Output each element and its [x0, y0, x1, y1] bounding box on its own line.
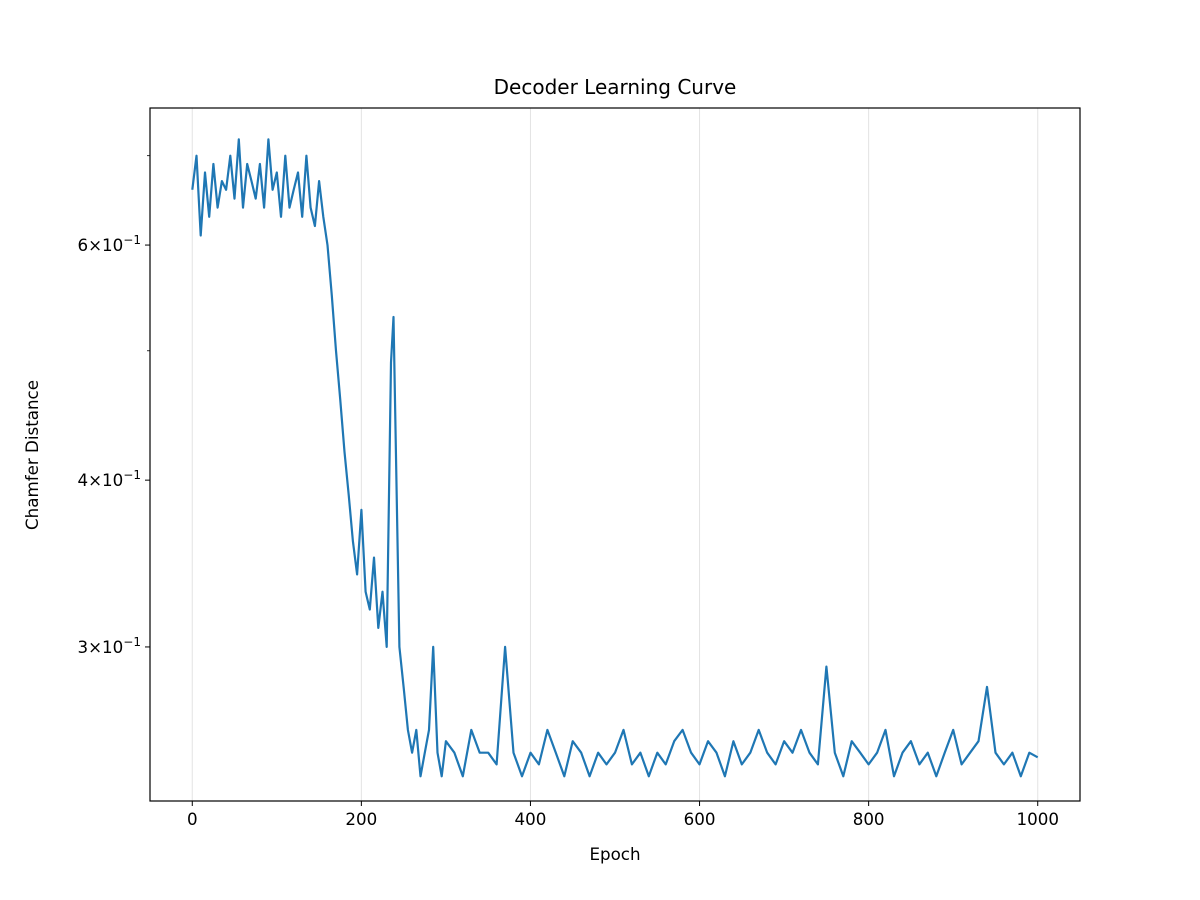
- y-axis-ticks: 3×10−1 4×10−1 6×10−1: [77, 155, 150, 657]
- chart-title: Decoder Learning Curve: [494, 75, 737, 99]
- x-tick-label: 400: [515, 809, 547, 829]
- x-tick-label: 1000: [1016, 809, 1058, 829]
- grid-lines: [191, 108, 1039, 801]
- y-tick-label: 4×10−1: [77, 468, 141, 490]
- x-tick-label: 200: [345, 809, 377, 829]
- x-tick-label: 600: [684, 809, 716, 829]
- series-line: [191, 138, 1039, 778]
- x-axis-ticks: 0 200 400 600 800 1000: [187, 801, 1059, 829]
- series-layer: [191, 138, 1039, 778]
- x-tick-label: 0: [187, 809, 198, 829]
- y-tick-label: 6×10−1: [77, 233, 141, 255]
- x-axis-label: Epoch: [589, 844, 640, 864]
- y-tick-label: 3×10−1: [77, 635, 141, 657]
- plot-frame: [149, 107, 1081, 802]
- y-axis-label: Chamfer Distance: [22, 380, 42, 530]
- x-tick-label: 800: [853, 809, 885, 829]
